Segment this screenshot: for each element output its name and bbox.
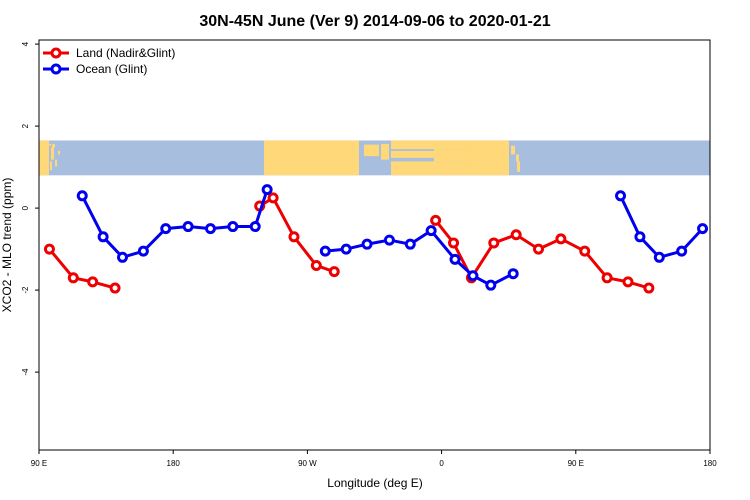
x-tick-label: 180 (167, 459, 181, 468)
data-point (109, 282, 121, 294)
data-point (510, 229, 522, 241)
legend: Land (Nadir&Glint) Ocean (Glint) (43, 46, 175, 76)
chart-title: 30N-45N June (Ver 9) 2014-09-06 to 2020-… (199, 13, 550, 30)
legend-entry-land: Land (Nadir&Glint) (43, 46, 175, 60)
data-point (643, 282, 655, 294)
data-point (76, 190, 88, 202)
map-land-patch (50, 161, 52, 171)
series-line (619, 195, 704, 259)
map-land-patch (516, 154, 519, 162)
x-tick-label: 90 W (298, 459, 317, 468)
x-tick-label: 180 (703, 459, 717, 468)
data-point (622, 276, 634, 288)
data-point (449, 253, 461, 265)
x-tick-label: 90 E (31, 459, 47, 468)
legend-land-marker (50, 47, 62, 59)
map-land-patch (48, 143, 51, 146)
data-point (227, 221, 239, 233)
plot-frame (38, 39, 711, 451)
data-point (43, 243, 55, 255)
data-point (697, 223, 709, 235)
map-land-patch (58, 150, 60, 155)
data-point (533, 243, 545, 255)
series-layer (43, 184, 709, 294)
data-point (361, 238, 373, 250)
data-point (319, 245, 331, 257)
map-land-patch (391, 161, 469, 176)
data-point (249, 221, 261, 233)
x-axis: 90 E 180 90 W 0 90 E 180 (31, 450, 717, 468)
data-point (87, 276, 99, 288)
data-point (383, 234, 395, 246)
data-point (555, 233, 567, 245)
data-point (160, 223, 172, 235)
data-point (117, 251, 129, 263)
data-point (310, 260, 322, 271)
map-land-patch (434, 149, 469, 162)
data-point (430, 214, 442, 226)
legend-entry-ocean: Ocean (Glint) (43, 62, 147, 76)
y-tick-label: 2 (21, 123, 30, 128)
legend-ocean-marker (50, 63, 62, 75)
series-1 (76, 184, 709, 291)
data-point (615, 190, 627, 202)
y-axis-label: XCO2 - MLO trend (ppm) (0, 178, 14, 313)
map-land-patch (511, 145, 515, 155)
legend-land-label: Land (Nadir&Glint) (76, 46, 175, 60)
data-point (488, 237, 500, 249)
y-axis: 4 2 0 -2 -4 (21, 41, 39, 376)
map-land-patch (264, 140, 359, 176)
data-point (328, 266, 340, 278)
map-land (39, 140, 520, 176)
data-point (485, 279, 497, 291)
legend-ocean-label: Ocean (Glint) (76, 62, 147, 76)
data-point (579, 245, 591, 257)
map-land-patch (51, 147, 54, 160)
data-point (267, 192, 279, 204)
map-land-patch (364, 144, 379, 157)
map-land-patch (52, 143, 55, 148)
map-land-patch (391, 150, 469, 158)
series-line (48, 248, 116, 290)
data-point (67, 272, 79, 284)
data-point (137, 245, 149, 257)
data-point (204, 223, 216, 235)
map-land-patch (381, 143, 389, 160)
data-point (340, 243, 352, 255)
data-point (97, 231, 109, 243)
data-point (601, 272, 613, 284)
series-line (80, 189, 269, 259)
y-tick-label: -2 (21, 286, 30, 294)
map-land-patch (517, 161, 520, 172)
data-point (404, 238, 416, 250)
map-land-patch (469, 140, 509, 176)
series-0 (43, 192, 655, 294)
map-land-patch (55, 159, 57, 167)
data-point (425, 225, 437, 237)
data-point (507, 268, 519, 280)
data-point (634, 231, 646, 243)
data-point (182, 221, 194, 233)
data-point (448, 237, 460, 249)
x-tick-label: 0 (439, 459, 444, 468)
map-band (39, 140, 710, 176)
data-point (288, 231, 300, 243)
map-land-patch (391, 140, 469, 150)
y-tick-label: 4 (21, 41, 30, 46)
data-point (653, 251, 665, 263)
data-point (676, 245, 688, 257)
series-line (325, 229, 514, 287)
map-land-patch (39, 140, 49, 176)
x-axis-label: Longitude (deg E) (327, 476, 422, 490)
x-tick-label: 90 E (568, 459, 584, 468)
data-point (261, 184, 273, 196)
data-point (467, 270, 479, 282)
y-tick-label: -4 (21, 368, 30, 376)
y-tick-label: 0 (21, 205, 30, 210)
